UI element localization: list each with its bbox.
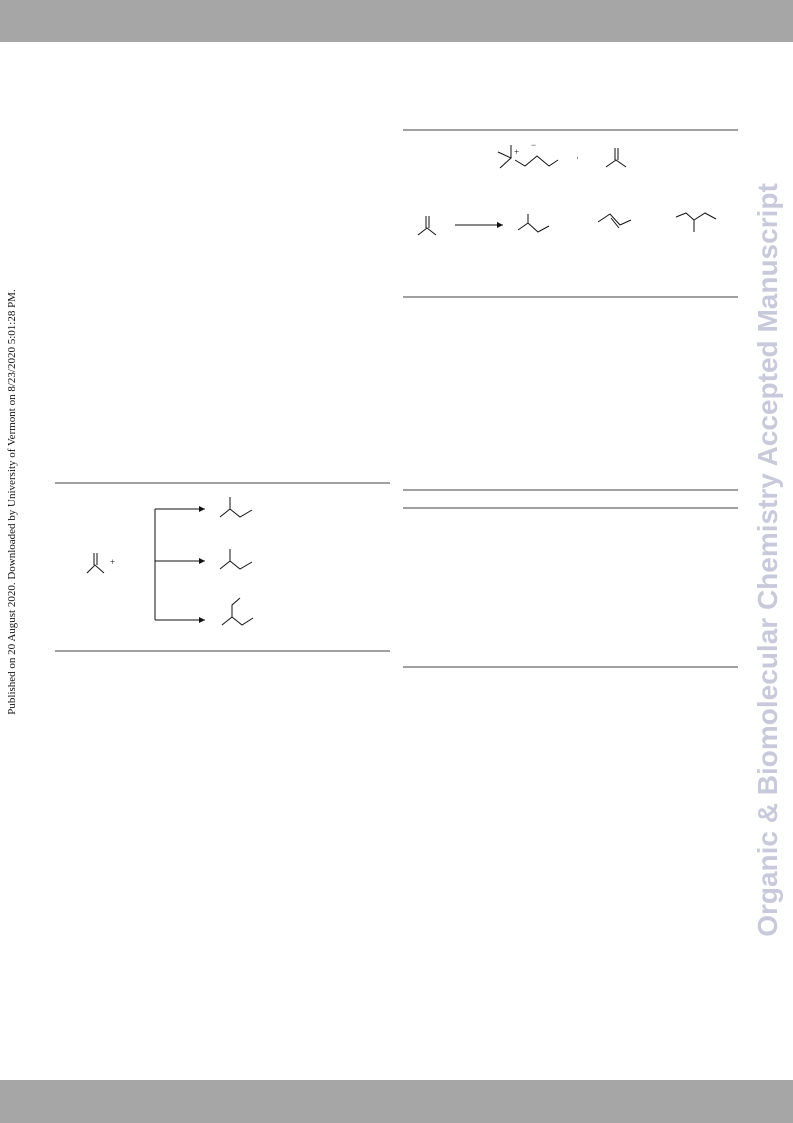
rule (403, 129, 738, 131)
scheme-2: + (86, 497, 254, 626)
footer-bar (0, 1080, 793, 1123)
rule (403, 296, 738, 298)
scheme-1: + − · (417, 140, 717, 236)
header-bar (0, 0, 793, 42)
rule (403, 507, 738, 509)
dot: · (576, 153, 579, 163)
rule (403, 666, 738, 668)
charge: + (514, 147, 519, 157)
rule (55, 650, 390, 652)
rule (403, 489, 738, 491)
plus: + (110, 557, 115, 567)
rule (55, 482, 390, 484)
charge: − (531, 140, 536, 150)
